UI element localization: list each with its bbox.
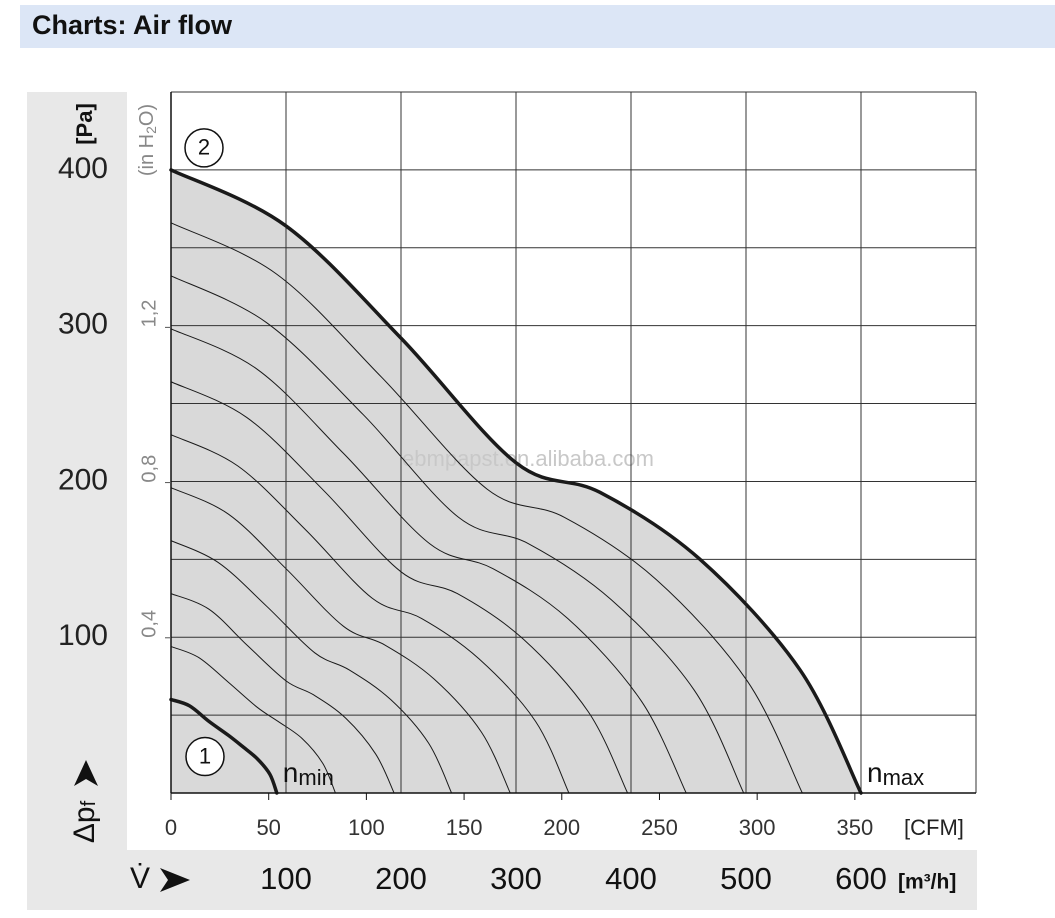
y-tick-label: 400 xyxy=(58,152,108,185)
y-label: Δpf xyxy=(68,800,101,843)
curve-label-sub: min xyxy=(298,765,333,790)
y-unit: [Pa] xyxy=(72,103,97,145)
bottom-panel xyxy=(127,850,977,910)
y-label-base: Δp xyxy=(68,806,101,843)
y2-unit: (in H2O) xyxy=(136,104,158,176)
x2-tick-label: 250 xyxy=(641,815,678,840)
curve-marker-label: 2 xyxy=(198,135,210,160)
curve xyxy=(170,593,395,794)
x2-tick-label: 350 xyxy=(836,815,873,840)
y-label-sub: f xyxy=(78,800,100,806)
curve xyxy=(170,646,336,794)
y2-tick-label: 0,8 xyxy=(138,455,160,483)
x2-unit: [CFM] xyxy=(904,815,964,840)
curve-label: nmax xyxy=(867,757,924,789)
y2-unit-sub: 2 xyxy=(143,126,159,134)
y-tick-label: 100 xyxy=(58,619,108,652)
x-arrow xyxy=(160,868,190,892)
curve-marker xyxy=(185,736,225,777)
curve-label: nmin xyxy=(283,757,334,789)
curve xyxy=(170,328,687,794)
curve xyxy=(170,275,745,794)
x-tick-label: 300 xyxy=(490,861,542,896)
x2-tick-label: 200 xyxy=(543,815,580,840)
y2-unit-pre: (in H xyxy=(136,134,158,176)
x2-tick-label: 0 xyxy=(165,815,177,840)
x2-tick-label: 300 xyxy=(739,815,776,840)
x-unit: [m³/h] xyxy=(898,871,956,894)
left-panel xyxy=(27,92,127,910)
x-tick-label: 500 xyxy=(720,861,772,896)
curve-marker-label: 1 xyxy=(199,743,211,768)
x2-tick-label: 150 xyxy=(446,815,483,840)
curve-marker xyxy=(184,128,224,168)
x-tick-label: 200 xyxy=(375,861,427,896)
curve xyxy=(169,697,279,795)
x-tick-label: 600 xyxy=(835,861,887,896)
curve-label-sub: max xyxy=(883,765,925,790)
watermark: ebmpapst.en.alibaba.com xyxy=(402,446,654,471)
curve xyxy=(170,381,629,794)
curve-label-base: n xyxy=(867,757,883,788)
curve xyxy=(170,434,570,794)
x2-tick-label: 100 xyxy=(348,815,385,840)
x2-tick-label: 50 xyxy=(256,815,280,840)
curve xyxy=(169,168,863,795)
curve xyxy=(170,222,803,794)
x-label: V̇ xyxy=(130,862,150,895)
header-title: Charts: Air flow xyxy=(32,10,233,40)
x-tick-label: 400 xyxy=(605,861,657,896)
x-tick-label: 100 xyxy=(260,861,312,896)
curve-label-base: n xyxy=(283,757,299,788)
y2-tick-label: 0,4 xyxy=(138,610,160,638)
y-tick-label: 200 xyxy=(58,463,108,496)
header-bar xyxy=(20,5,1055,48)
y-arrow xyxy=(74,760,98,786)
curve xyxy=(170,487,511,794)
y2-tick-label: 1,2 xyxy=(138,300,160,328)
y-tick-label: 300 xyxy=(58,308,108,341)
y2-unit-post: O) xyxy=(136,104,158,126)
curve xyxy=(170,540,453,794)
